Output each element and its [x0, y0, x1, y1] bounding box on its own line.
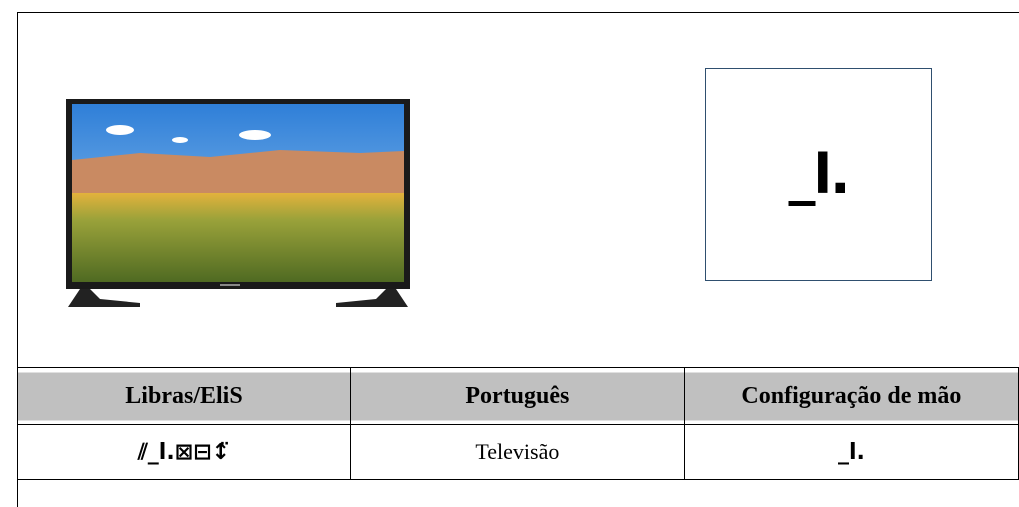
- frame-line: [17, 12, 1019, 13]
- handshape-box: _l.: [705, 68, 932, 281]
- header-cell: Configuração de mão: [683, 367, 1019, 425]
- handshape-symbol: _l.: [788, 143, 850, 206]
- header-text: Libras/EliS: [119, 376, 249, 416]
- header-text: Configuração de mão: [735, 376, 968, 416]
- cell: Televisão: [349, 424, 685, 480]
- header-row: Libras/EliS Português Configuração de mã…: [17, 367, 1019, 425]
- cell: _l.: [683, 424, 1019, 480]
- tv-image: [66, 99, 410, 307]
- header-cell: Libras/EliS: [17, 367, 351, 425]
- row: ⫽_l.⊠⊟↕̈ Televisão _l.: [17, 424, 1019, 480]
- frame-line: [17, 12, 18, 507]
- cell: ⫽_l.⊠⊟↕̈: [17, 424, 351, 480]
- header-cell: Português: [349, 367, 685, 425]
- header-text: Português: [459, 376, 576, 416]
- table: Libras/EliS Português Configuração de mã…: [17, 367, 1019, 480]
